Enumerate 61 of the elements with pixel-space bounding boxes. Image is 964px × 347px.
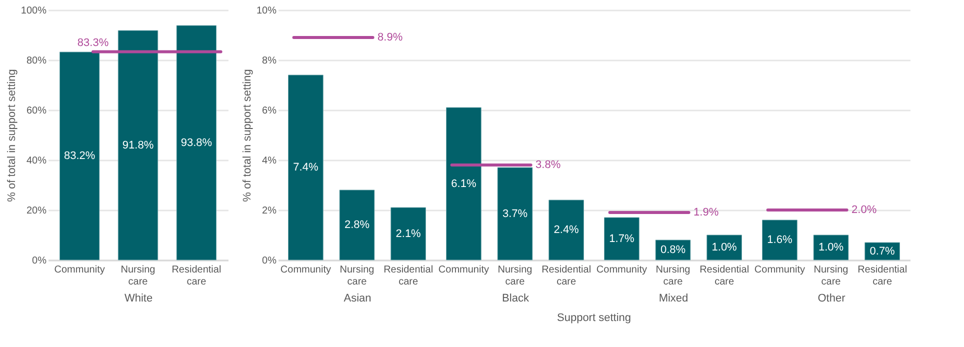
data-label: 2.4% [554, 224, 580, 236]
ref-line-label: 2.0% [852, 204, 877, 216]
bar [59, 52, 100, 260]
y-tick-label: 100% [20, 6, 47, 16]
bar [118, 30, 158, 260]
data-label: 7.4% [293, 162, 318, 174]
y-tick-label: 2% [262, 206, 277, 216]
x-tick-label: Residential care [858, 264, 908, 288]
x-axis-title: Mixed [658, 292, 688, 304]
y-tick-label: 20% [26, 206, 47, 216]
y-tick-label: 8% [262, 56, 277, 66]
data-label: 0.7% [870, 245, 896, 258]
data-label: 2.1% [396, 228, 422, 240]
x-axis-title: White [124, 292, 153, 304]
x-tick-label: Residential care [542, 264, 592, 288]
ref-line-label: 1.9% [694, 206, 719, 218]
bar [339, 190, 375, 260]
y-tick-label: 10% [256, 6, 277, 16]
x-tick-label: Community [54, 264, 105, 276]
data-label: 83.2% [64, 150, 96, 162]
bar [390, 207, 426, 260]
data-label: 91.8% [122, 139, 154, 152]
y-tick-label: 0% [32, 256, 47, 266]
y-tick-label: 60% [26, 106, 47, 116]
x-tick-label: Nursing care [656, 264, 690, 288]
y-tick-label: 6% [262, 106, 277, 116]
x-tick-label: Nursing care [120, 264, 156, 288]
y-axis-title: % of total in support setting [6, 69, 18, 202]
y-tick-label: 0% [262, 256, 277, 266]
ref-line-label: 3.8% [536, 159, 561, 171]
y-tick-label: 4% [262, 156, 277, 166]
x-axis-title: Black [502, 292, 530, 304]
data-label: 1.6% [767, 234, 792, 246]
data-label: 93.8% [180, 136, 212, 149]
y-tick-label: 40% [26, 156, 47, 166]
x-tick-label: Residential care [172, 264, 222, 288]
text: Support setting [557, 312, 631, 324]
x-axis-title: Asian [344, 292, 372, 304]
y-axis-title: % of total in support setting [241, 69, 254, 202]
ref-line-label: 83.3% [77, 36, 109, 49]
data-label: 3.7% [502, 208, 528, 220]
x-tick-label: Nursing care [340, 264, 374, 288]
x-tick-label: Community [596, 264, 647, 276]
x-tick-label: Community [280, 264, 331, 276]
data-label: 6.1% [451, 178, 476, 190]
data-label: 0.8% [660, 244, 686, 256]
x-axis-title: Other [818, 292, 846, 304]
x-tick-label: Community [754, 264, 805, 276]
bar [176, 25, 217, 260]
y-tick-label: 80% [26, 56, 47, 66]
x-tick-label: Residential care [384, 264, 434, 288]
data-label: 1.0% [818, 242, 844, 254]
ref-line-label: 8.9% [378, 32, 403, 44]
data-label: 1.7% [609, 232, 634, 245]
bar [288, 74, 324, 260]
data-label: 2.8% [344, 219, 370, 231]
x-tick-label: Community [438, 264, 489, 276]
x-tick-label: Residential care [700, 264, 750, 288]
x-tick-label: Nursing care [498, 264, 532, 288]
data-label: 1.0% [712, 242, 738, 254]
x-tick-label: Nursing care [814, 264, 848, 288]
